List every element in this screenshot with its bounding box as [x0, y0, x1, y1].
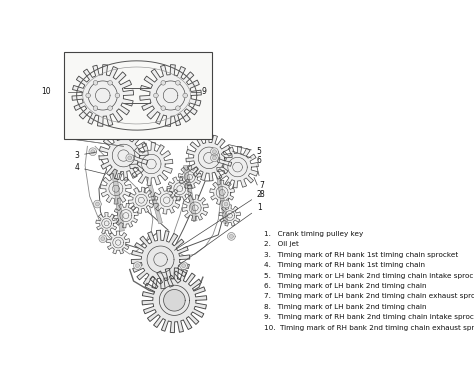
- Polygon shape: [72, 65, 134, 126]
- Text: 10: 10: [41, 87, 51, 96]
- Polygon shape: [100, 173, 131, 204]
- Polygon shape: [219, 205, 241, 226]
- Polygon shape: [217, 146, 258, 188]
- Polygon shape: [101, 237, 105, 241]
- Polygon shape: [136, 264, 139, 268]
- Text: 3: 3: [74, 151, 96, 160]
- Polygon shape: [86, 93, 91, 98]
- Polygon shape: [212, 156, 216, 160]
- Text: 5.   Timing mark or LH bank 2nd timing chain intake sprocket: 5. Timing mark or LH bank 2nd timing cha…: [264, 273, 474, 279]
- Polygon shape: [99, 235, 107, 243]
- Polygon shape: [93, 106, 98, 110]
- Polygon shape: [186, 135, 232, 181]
- Text: 6: 6: [232, 151, 262, 166]
- Text: 1.   Crank timing pulley key: 1. Crank timing pulley key: [264, 231, 363, 237]
- Bar: [64, 52, 212, 139]
- Polygon shape: [175, 80, 180, 85]
- Polygon shape: [108, 106, 112, 110]
- Polygon shape: [212, 150, 216, 154]
- Polygon shape: [107, 231, 130, 254]
- Polygon shape: [229, 234, 233, 238]
- Polygon shape: [91, 150, 95, 154]
- Text: 5: 5: [228, 145, 262, 156]
- Polygon shape: [95, 202, 100, 206]
- Polygon shape: [180, 262, 188, 270]
- Polygon shape: [96, 213, 118, 234]
- Polygon shape: [114, 203, 138, 228]
- Polygon shape: [128, 156, 132, 160]
- Text: 6.   Timing mark of LH bank 2nd timing chain: 6. Timing mark of LH bank 2nd timing cha…: [264, 283, 426, 289]
- Polygon shape: [130, 142, 173, 186]
- Polygon shape: [183, 165, 197, 221]
- Text: 7: 7: [257, 166, 264, 190]
- Text: 9.   Timing mark of RH bank 2nd timing chain intake sprocket: 9. Timing mark of RH bank 2nd timing cha…: [264, 314, 474, 320]
- Polygon shape: [228, 233, 235, 240]
- Text: 8: 8: [254, 177, 264, 199]
- Polygon shape: [153, 186, 181, 214]
- Polygon shape: [93, 80, 98, 85]
- Polygon shape: [210, 154, 219, 162]
- Polygon shape: [224, 202, 228, 206]
- Polygon shape: [217, 174, 228, 224]
- Polygon shape: [89, 148, 97, 156]
- Polygon shape: [134, 262, 141, 270]
- Text: 4: 4: [74, 162, 106, 174]
- Polygon shape: [108, 80, 112, 85]
- Polygon shape: [131, 230, 190, 289]
- Text: 1: 1: [178, 203, 262, 266]
- Polygon shape: [126, 154, 134, 162]
- Polygon shape: [182, 195, 208, 221]
- Polygon shape: [154, 93, 158, 98]
- Polygon shape: [161, 106, 165, 110]
- Polygon shape: [183, 93, 188, 98]
- Polygon shape: [210, 180, 235, 204]
- Polygon shape: [175, 106, 180, 110]
- Polygon shape: [115, 93, 120, 98]
- Text: 9: 9: [201, 87, 206, 96]
- Text: 2.   Oil jet: 2. Oil jet: [264, 241, 299, 248]
- Polygon shape: [167, 176, 192, 201]
- Polygon shape: [93, 200, 101, 208]
- Polygon shape: [140, 65, 201, 126]
- Polygon shape: [182, 264, 185, 268]
- Text: 2: 2: [174, 190, 262, 250]
- Text: 10.  Timing mark of RH bank 2nd timing chain exhaust sprocket: 10. Timing mark of RH bank 2nd timing ch…: [264, 325, 474, 331]
- Polygon shape: [178, 166, 201, 188]
- Polygon shape: [161, 80, 165, 85]
- Polygon shape: [164, 290, 185, 311]
- Polygon shape: [222, 200, 230, 208]
- Polygon shape: [210, 148, 219, 156]
- Text: 8.   Timing mark of LH bank 2nd timing chain: 8. Timing mark of LH bank 2nd timing cha…: [264, 304, 426, 310]
- Text: 3.   Timing mark of RH bank 1st timing chain sprocket: 3. Timing mark of RH bank 1st timing cha…: [264, 252, 458, 258]
- Text: 7.   Timing mark of LH bank 2nd timing chain exhaust sprocket: 7. Timing mark of LH bank 2nd timing cha…: [264, 293, 474, 300]
- Text: 4.   Timing mark of RH bank 1st timing chain: 4. Timing mark of RH bank 1st timing cha…: [264, 262, 425, 268]
- Polygon shape: [128, 187, 155, 213]
- Polygon shape: [110, 161, 124, 231]
- Polygon shape: [143, 167, 163, 224]
- Polygon shape: [142, 268, 207, 333]
- Polygon shape: [99, 131, 148, 180]
